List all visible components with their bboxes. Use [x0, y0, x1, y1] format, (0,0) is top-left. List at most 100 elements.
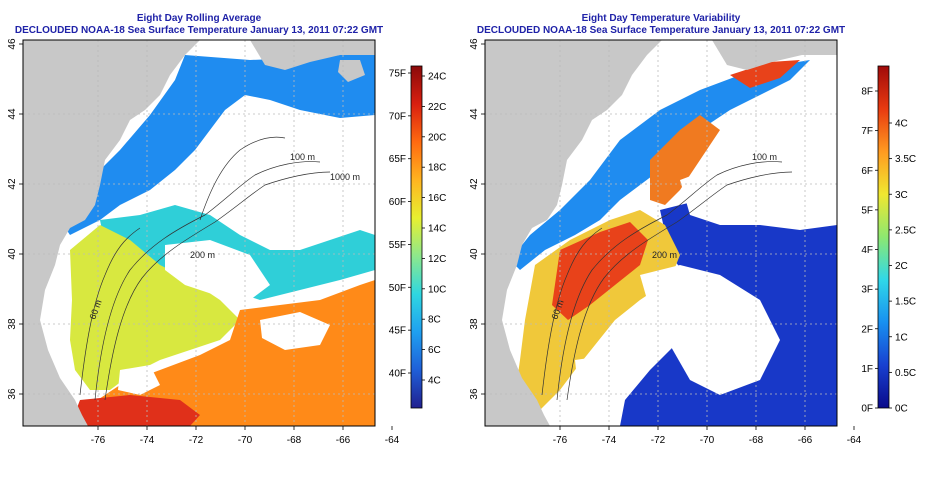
- colorbar: 0F 1F 2F 3F 4F 5F 6F 7F 8F 0C 0.5C 1C 1.5C 2C 2.5C 3C 3.…: [861, 65, 916, 415]
- colorbar-f-label: 7F: [861, 126, 873, 137]
- cloud-gap: [260, 312, 330, 350]
- colorbar-f-label: 4F: [861, 245, 873, 256]
- sst-field-north: [60, 55, 375, 235]
- cloud-gap: [215, 145, 375, 225]
- lon-tick-label: -76: [91, 435, 106, 446]
- colorbar-f-label: 65F: [389, 154, 406, 165]
- lat-tick-label: 40: [469, 248, 480, 260]
- colorbar-ticks: 0F 1F 2F 3F 4F 5F 6F 7F 8F 0C 0.5C 1C 1.5C 2C 2.5C 3C 3.…: [861, 87, 916, 415]
- colorbar-c-label: 3.5C: [895, 154, 916, 165]
- lon-tick-label: -74: [602, 435, 617, 446]
- panel-title: Eight Day Temperature Variability: [582, 13, 741, 24]
- panel-subtitle: DECLOUDED NOAA-18 Sea Surface Temperatur…: [15, 25, 383, 36]
- colorbar-f-label: 50F: [389, 283, 406, 294]
- lon-tick-label: -70: [238, 435, 253, 446]
- colorbar-f-label: 45F: [389, 326, 406, 337]
- colorbar-c-label: 8C: [428, 315, 441, 326]
- map-area: 200 m 100 m 1000 m 60 m: [23, 40, 375, 426]
- lon-tick-label: -68: [287, 435, 302, 446]
- colorbar: 40F 45F 50F 55F 60F 65F 70F 75F 4C 6C 8C 10C 12C 14C 1…: [389, 65, 447, 409]
- lon-tick-label: -76: [553, 435, 568, 446]
- colorbar-c-label: 6C: [428, 345, 441, 356]
- colorbar-c-label: 3C: [895, 190, 908, 201]
- colorbar-f-label: 55F: [389, 240, 406, 251]
- colorbar-c-label: 14C: [428, 224, 446, 235]
- colorbar-f-label: 1F: [861, 364, 873, 375]
- panel-subtitle: DECLOUDED NOAA-18 Sea Surface Temperatur…: [477, 25, 845, 36]
- contour-label: 1000 m: [330, 172, 360, 182]
- lat-tick-label: 40: [7, 248, 18, 260]
- lat-tick-label: 42: [7, 178, 18, 190]
- lat-tick-label: 38: [7, 318, 18, 330]
- lon-tick-label: -64: [385, 435, 400, 446]
- lat-tick-label: 36: [7, 388, 18, 400]
- lat-tick-label: 44: [469, 108, 480, 120]
- cloud-gap: [680, 160, 837, 230]
- variability-hotspot: [730, 60, 800, 88]
- colorbar-ramp: [877, 65, 890, 409]
- colorbar-c-label: 2.5C: [895, 225, 916, 236]
- axes: -76 -74 -72 -70 -68 -66 -64 36 38 40 42 44 46: [469, 38, 862, 446]
- map-frame: [484, 39, 838, 427]
- colorbar-f-label: 8F: [861, 87, 873, 98]
- graticule: [485, 40, 837, 426]
- lon-tick-label: -66: [798, 435, 813, 446]
- lon-tick-label: -64: [847, 435, 862, 446]
- sst-field-warm-core: [70, 395, 200, 426]
- lat-tick-label: 42: [469, 178, 480, 190]
- lat-tick-label: 46: [469, 38, 480, 50]
- colorbar-c-label: 0.5C: [895, 368, 916, 379]
- map-frame: [22, 39, 376, 427]
- land-nova-scotia: [712, 40, 837, 70]
- lat-tick-label: 38: [469, 318, 480, 330]
- lat-tick-label: 36: [469, 388, 480, 400]
- land-nova-scotia: [250, 40, 375, 70]
- lon-tick-label: -72: [189, 435, 204, 446]
- colorbar-c-label: 10C: [428, 284, 446, 295]
- bathymetry-contours: [541, 161, 793, 401]
- colorbar-f-label: 0F: [861, 404, 873, 415]
- cloud-gap: [118, 365, 160, 395]
- lon-tick-label: -70: [700, 435, 715, 446]
- lon-tick-label: -68: [749, 435, 764, 446]
- colorbar-ramp: [410, 65, 423, 409]
- colorbar-c-label: 16C: [428, 193, 446, 204]
- sst-field-shelf: [70, 225, 240, 390]
- map-area: 200 m 100 m 60 m: [485, 40, 837, 426]
- colorbar-c-label: 24C: [428, 72, 446, 83]
- colorbar-c-label: 22C: [428, 102, 446, 113]
- colorbar-c-label: 0C: [895, 404, 908, 415]
- colorbar-f-label: 75F: [389, 69, 406, 80]
- lat-tick-label: 44: [7, 108, 18, 120]
- panel-left: Eight Day Rolling Average DECLOUDED NOAA…: [7, 13, 446, 446]
- panel-right: Eight Day Temperature Variability DECLOU…: [469, 13, 916, 446]
- colorbar-f-label: 70F: [389, 111, 406, 122]
- variability-hotspot: [552, 222, 648, 320]
- contour-label: 100 m: [290, 152, 315, 162]
- colorbar-f-label: 40F: [389, 369, 406, 380]
- colorbar-c-label: 1.5C: [895, 297, 916, 308]
- land-island: [338, 60, 365, 82]
- colorbar-f-label: 3F: [861, 285, 873, 296]
- lon-tick-label: -66: [336, 435, 351, 446]
- lat-tick-label: 46: [7, 38, 18, 50]
- colorbar-c-label: 2C: [895, 261, 908, 272]
- lon-tick-label: -72: [651, 435, 666, 446]
- bathymetry-contours: [79, 136, 331, 401]
- contour-label: 200 m: [190, 250, 215, 260]
- contour-label: 200 m: [652, 250, 677, 260]
- axes: -76 -74 -72 -70 -68 -66 -64 36 38 40 42 44 46: [7, 38, 400, 446]
- colorbar-f-label: 5F: [861, 205, 873, 216]
- colorbar-c-label: 12C: [428, 254, 446, 265]
- colorbar-c-label: 20C: [428, 132, 446, 143]
- colorbar-c-label: 18C: [428, 163, 446, 174]
- panel-title: Eight Day Rolling Average: [137, 13, 262, 24]
- graticule: [23, 40, 375, 426]
- land-us-coast: [23, 40, 200, 426]
- colorbar-ticks: 40F 45F 50F 55F 60F 65F 70F 75F 4C 6C 8C 10C 12C 14C 1…: [389, 69, 447, 387]
- cloud-gap: [165, 240, 270, 300]
- contour-label: 100 m: [752, 152, 777, 162]
- colorbar-c-label: 4C: [895, 119, 908, 130]
- colorbar-f-label: 60F: [389, 197, 406, 208]
